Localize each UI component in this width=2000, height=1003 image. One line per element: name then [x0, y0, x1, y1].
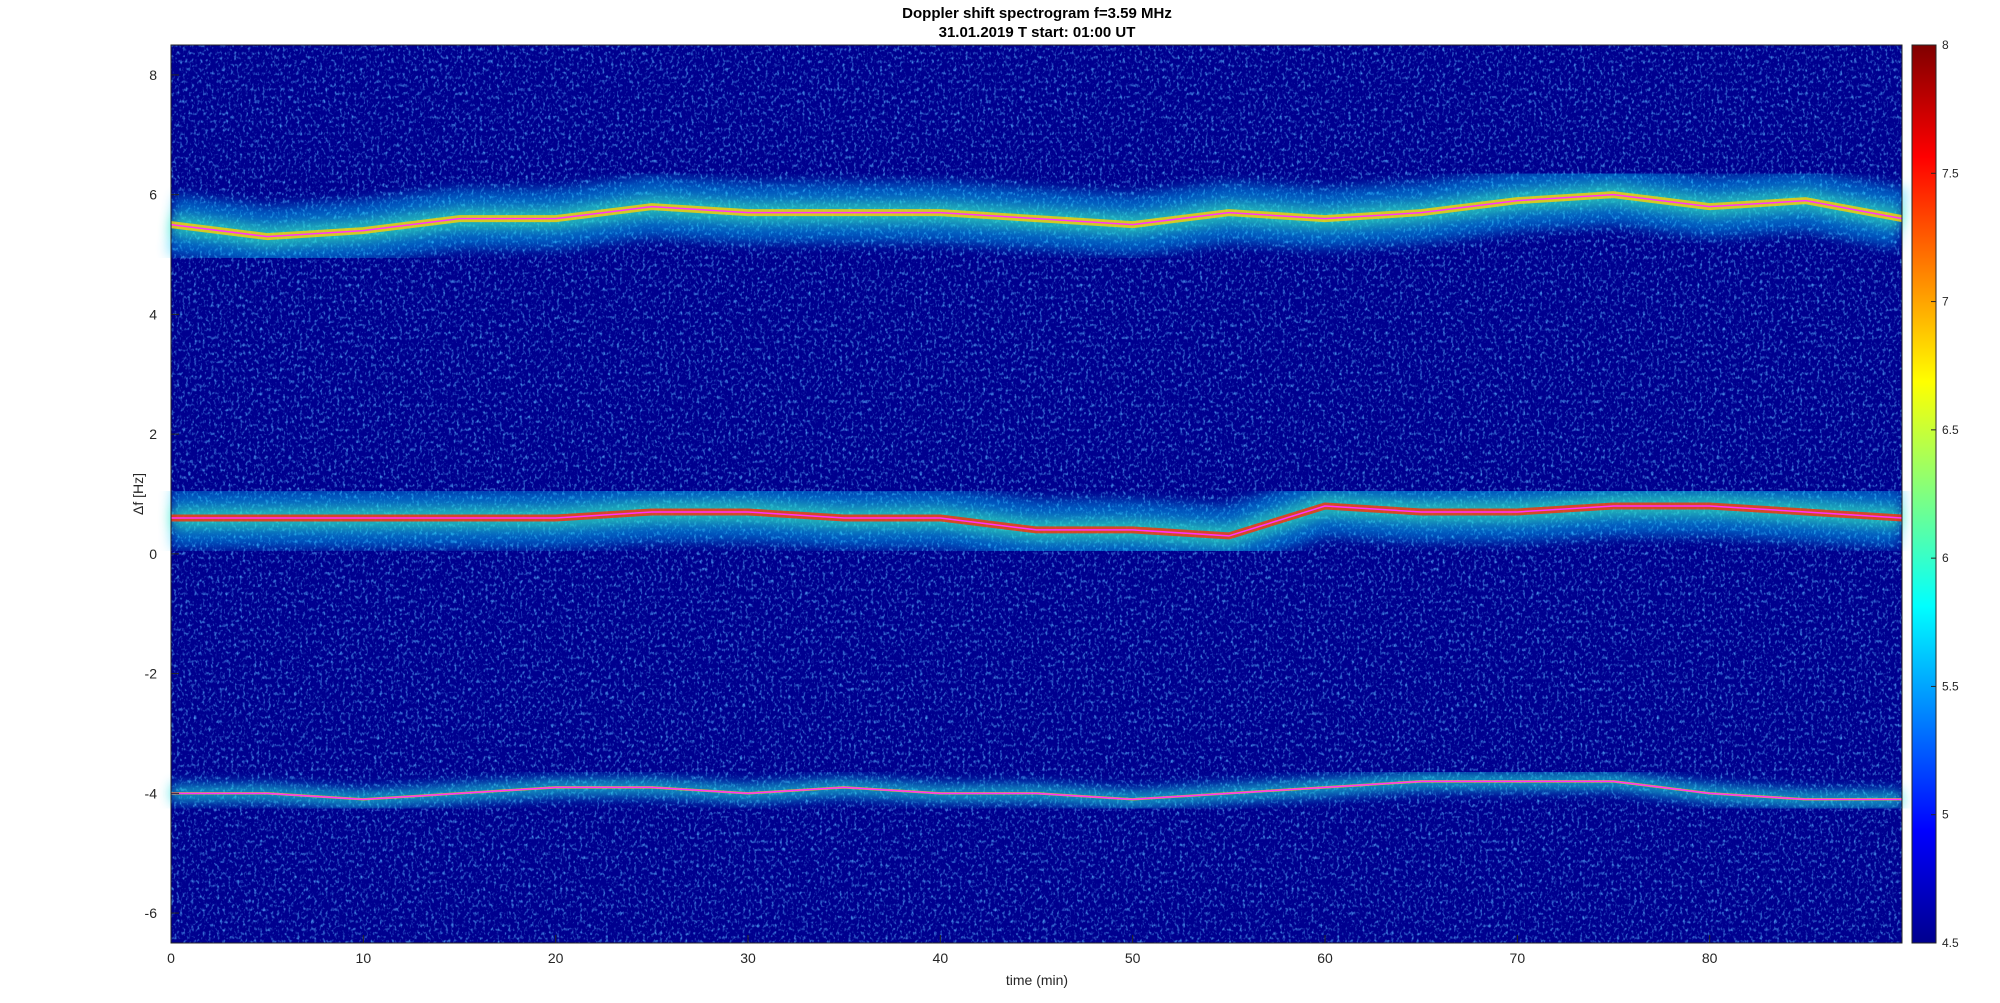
plot-layer: [167, 164, 1908, 810]
doppler-trace: [171, 780, 1902, 801]
x-axis-label: time (min): [1006, 972, 1068, 988]
x-tick-label: 60: [1317, 950, 1333, 966]
x-tick-label: 10: [356, 950, 372, 966]
colorbar-tick-label: 5: [1942, 808, 1949, 822]
x-tick-label: 50: [1125, 950, 1141, 966]
y-tick-label: 0: [149, 546, 157, 562]
doppler-trace: [170, 193, 1903, 238]
colorbar-tick-label: 4.5: [1942, 936, 1959, 950]
y-tick-label: 2: [149, 426, 157, 442]
chart-title: Doppler shift spectrogram f=3.59 MHz: [902, 5, 1172, 22]
x-tick-label: 40: [933, 950, 949, 966]
chart-subtitle: 31.01.2019 T start: 01:00 UT: [939, 24, 1136, 41]
x-tick-label: 80: [1702, 950, 1718, 966]
x-tick-label: 0: [167, 950, 175, 966]
y-tick-label: 8: [149, 67, 157, 83]
colorbar-tick-label: 8: [1942, 38, 1949, 52]
colorbar-tick-label: 6.5: [1942, 423, 1959, 437]
plot-frame: [170, 44, 1903, 944]
y-tick-label: 4: [149, 306, 157, 322]
y-tick-label: -4: [145, 785, 158, 801]
x-tick-label: 70: [1510, 950, 1526, 966]
colorbar-tick-label: 5.5: [1942, 679, 1959, 693]
x-tick-label: 30: [740, 950, 756, 966]
y-tick-label: -6: [145, 905, 158, 921]
y-tick-label: 6: [149, 187, 157, 203]
colorbar-tick-label: 7: [1942, 295, 1949, 309]
x-tick-label: 20: [548, 950, 564, 966]
y-tick-label: -2: [145, 666, 158, 682]
doppler-trace: [171, 505, 1903, 537]
colorbar-tick-label: 6: [1942, 551, 1949, 565]
colorbar: [1911, 44, 1937, 944]
colorbar-tick-label: 7.5: [1942, 166, 1959, 180]
y-axis-label: Δf [Hz]: [130, 473, 146, 515]
